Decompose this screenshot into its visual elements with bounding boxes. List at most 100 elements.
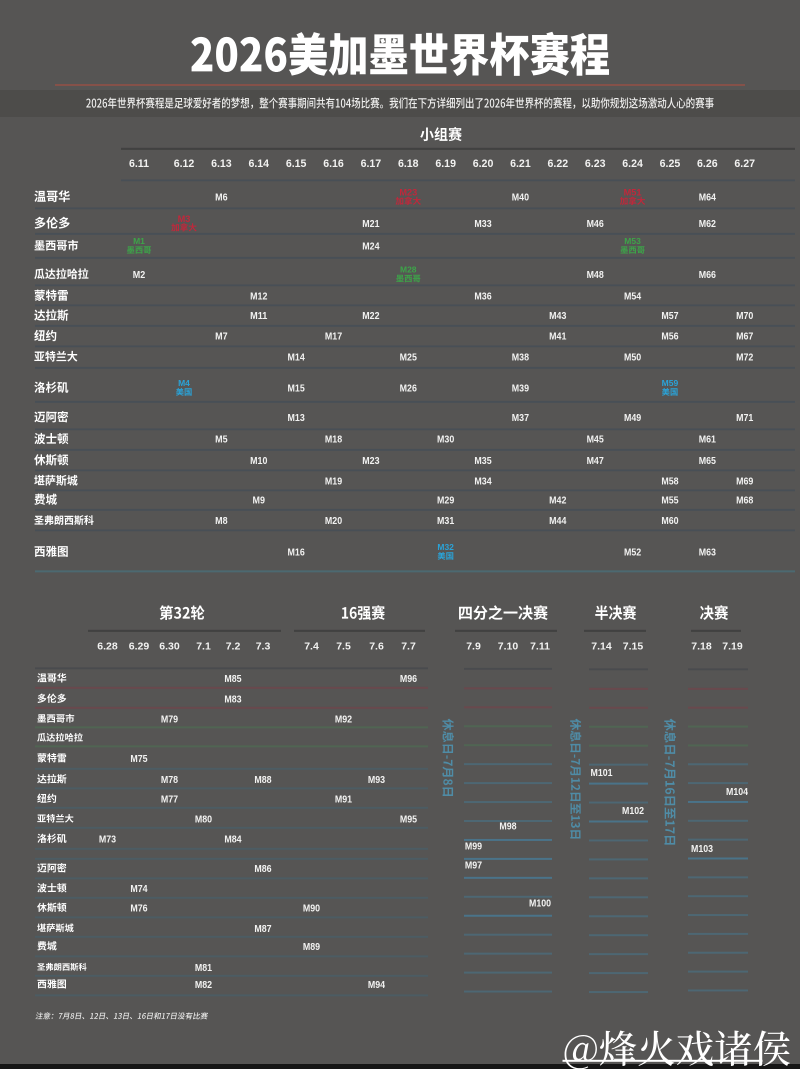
- svg-text:M50: M50: [624, 351, 641, 363]
- svg-text:M81: M81: [195, 962, 212, 974]
- svg-text:M18: M18: [325, 434, 342, 446]
- svg-text:7.1: 7.1: [196, 640, 211, 652]
- svg-text:6.11: 6.11: [129, 158, 149, 170]
- svg-text:M8: M8: [215, 515, 228, 527]
- svg-text:M19: M19: [325, 475, 342, 487]
- svg-text:6.19: 6.19: [435, 158, 456, 170]
- svg-text:M4: M4: [178, 378, 190, 388]
- svg-text:7.6: 7.6: [369, 640, 384, 652]
- svg-text:7.15: 7.15: [623, 640, 644, 652]
- svg-text:M20: M20: [325, 515, 342, 527]
- svg-text:M21: M21: [362, 218, 379, 230]
- svg-text:M77: M77: [161, 793, 178, 805]
- svg-text:M65: M65: [699, 455, 716, 467]
- svg-text:7.11: 7.11: [530, 640, 550, 652]
- svg-text:6.14: 6.14: [248, 158, 269, 170]
- svg-text:M31: M31: [437, 515, 454, 527]
- svg-text:M87: M87: [254, 923, 271, 935]
- svg-text:M38: M38: [512, 351, 529, 363]
- svg-text:M11: M11: [250, 310, 267, 322]
- svg-text:M83: M83: [224, 693, 241, 705]
- svg-text:7.4: 7.4: [304, 640, 319, 652]
- svg-text:M94: M94: [368, 979, 385, 991]
- svg-text:M13: M13: [288, 412, 305, 424]
- svg-text:6.13: 6.13: [211, 158, 232, 170]
- svg-text:M16: M16: [288, 546, 305, 558]
- svg-text:M92: M92: [335, 713, 352, 725]
- svg-text:M68: M68: [736, 494, 753, 506]
- svg-text:M63: M63: [699, 546, 716, 558]
- svg-text:M100: M100: [529, 897, 551, 909]
- svg-text:M5: M5: [215, 434, 228, 446]
- svg-text:M40: M40: [512, 191, 529, 203]
- svg-text:M73: M73: [99, 833, 116, 845]
- svg-text:M90: M90: [303, 902, 320, 914]
- svg-text:M30: M30: [437, 434, 454, 446]
- svg-text:6.20: 6.20: [473, 158, 494, 170]
- svg-text:6.26: 6.26: [697, 158, 718, 170]
- svg-text:M46: M46: [587, 218, 604, 230]
- svg-text:M29: M29: [437, 494, 454, 506]
- svg-text:M58: M58: [661, 475, 678, 487]
- svg-text:M59: M59: [662, 378, 679, 388]
- svg-text:M89: M89: [303, 941, 320, 953]
- svg-text:M54: M54: [624, 290, 641, 302]
- svg-text:7.19: 7.19: [722, 640, 743, 652]
- svg-text:M33: M33: [474, 218, 491, 230]
- svg-text:M35: M35: [474, 455, 491, 467]
- svg-text:M99: M99: [465, 840, 482, 852]
- svg-text:M26: M26: [400, 382, 417, 394]
- svg-text:M104: M104: [726, 786, 748, 798]
- svg-text:M67: M67: [736, 331, 753, 343]
- svg-text:M76: M76: [130, 902, 147, 914]
- svg-text:6.22: 6.22: [547, 158, 568, 170]
- svg-text:M72: M72: [736, 351, 753, 363]
- svg-text:7.10: 7.10: [498, 640, 519, 652]
- svg-text:M15: M15: [288, 382, 305, 394]
- svg-text:M42: M42: [549, 494, 566, 506]
- svg-text:7.9: 7.9: [466, 640, 481, 652]
- svg-text:7.14: 7.14: [591, 640, 612, 652]
- svg-text:M102: M102: [622, 805, 644, 817]
- svg-text:7.2: 7.2: [226, 640, 241, 652]
- svg-text:M53: M53: [624, 236, 641, 246]
- svg-text:M6: M6: [215, 191, 228, 203]
- svg-text:M95: M95: [400, 813, 417, 825]
- svg-text:6.25: 6.25: [660, 158, 681, 170]
- svg-text:6.18: 6.18: [398, 158, 419, 170]
- svg-text:M66: M66: [699, 269, 716, 281]
- svg-text:6.24: 6.24: [622, 158, 643, 170]
- svg-text:M74: M74: [130, 883, 147, 895]
- svg-text:M91: M91: [335, 793, 352, 805]
- svg-text:M85: M85: [224, 673, 241, 685]
- svg-text:M86: M86: [254, 863, 271, 875]
- svg-text:M93: M93: [368, 774, 385, 786]
- svg-text:6.27: 6.27: [734, 158, 755, 170]
- svg-text:M60: M60: [661, 515, 678, 527]
- svg-text:M36: M36: [474, 290, 491, 302]
- svg-text:6.15: 6.15: [286, 158, 307, 170]
- svg-text:M79: M79: [161, 713, 178, 725]
- svg-text:M97: M97: [465, 859, 482, 871]
- svg-text:6.21: 6.21: [510, 158, 531, 170]
- svg-text:M23: M23: [399, 187, 417, 197]
- svg-text:6.30: 6.30: [159, 640, 180, 652]
- svg-text:M2: M2: [133, 269, 146, 281]
- svg-text:M45: M45: [587, 434, 604, 446]
- svg-text:M41: M41: [549, 331, 566, 343]
- svg-text:M7: M7: [215, 331, 228, 343]
- svg-text:M96: M96: [400, 673, 417, 685]
- svg-text:M56: M56: [661, 331, 678, 343]
- svg-text:M55: M55: [661, 494, 678, 506]
- svg-text:M88: M88: [254, 774, 271, 786]
- svg-text:7.18: 7.18: [691, 640, 712, 652]
- svg-text:7.5: 7.5: [336, 640, 351, 652]
- svg-text:M49: M49: [624, 412, 641, 424]
- svg-text:M24: M24: [362, 240, 379, 252]
- svg-text:M12: M12: [250, 290, 267, 302]
- svg-text:M34: M34: [474, 475, 491, 487]
- svg-text:M43: M43: [549, 310, 566, 322]
- svg-text:M101: M101: [590, 767, 612, 779]
- svg-text:M103: M103: [691, 843, 713, 855]
- svg-text:M14: M14: [288, 351, 305, 363]
